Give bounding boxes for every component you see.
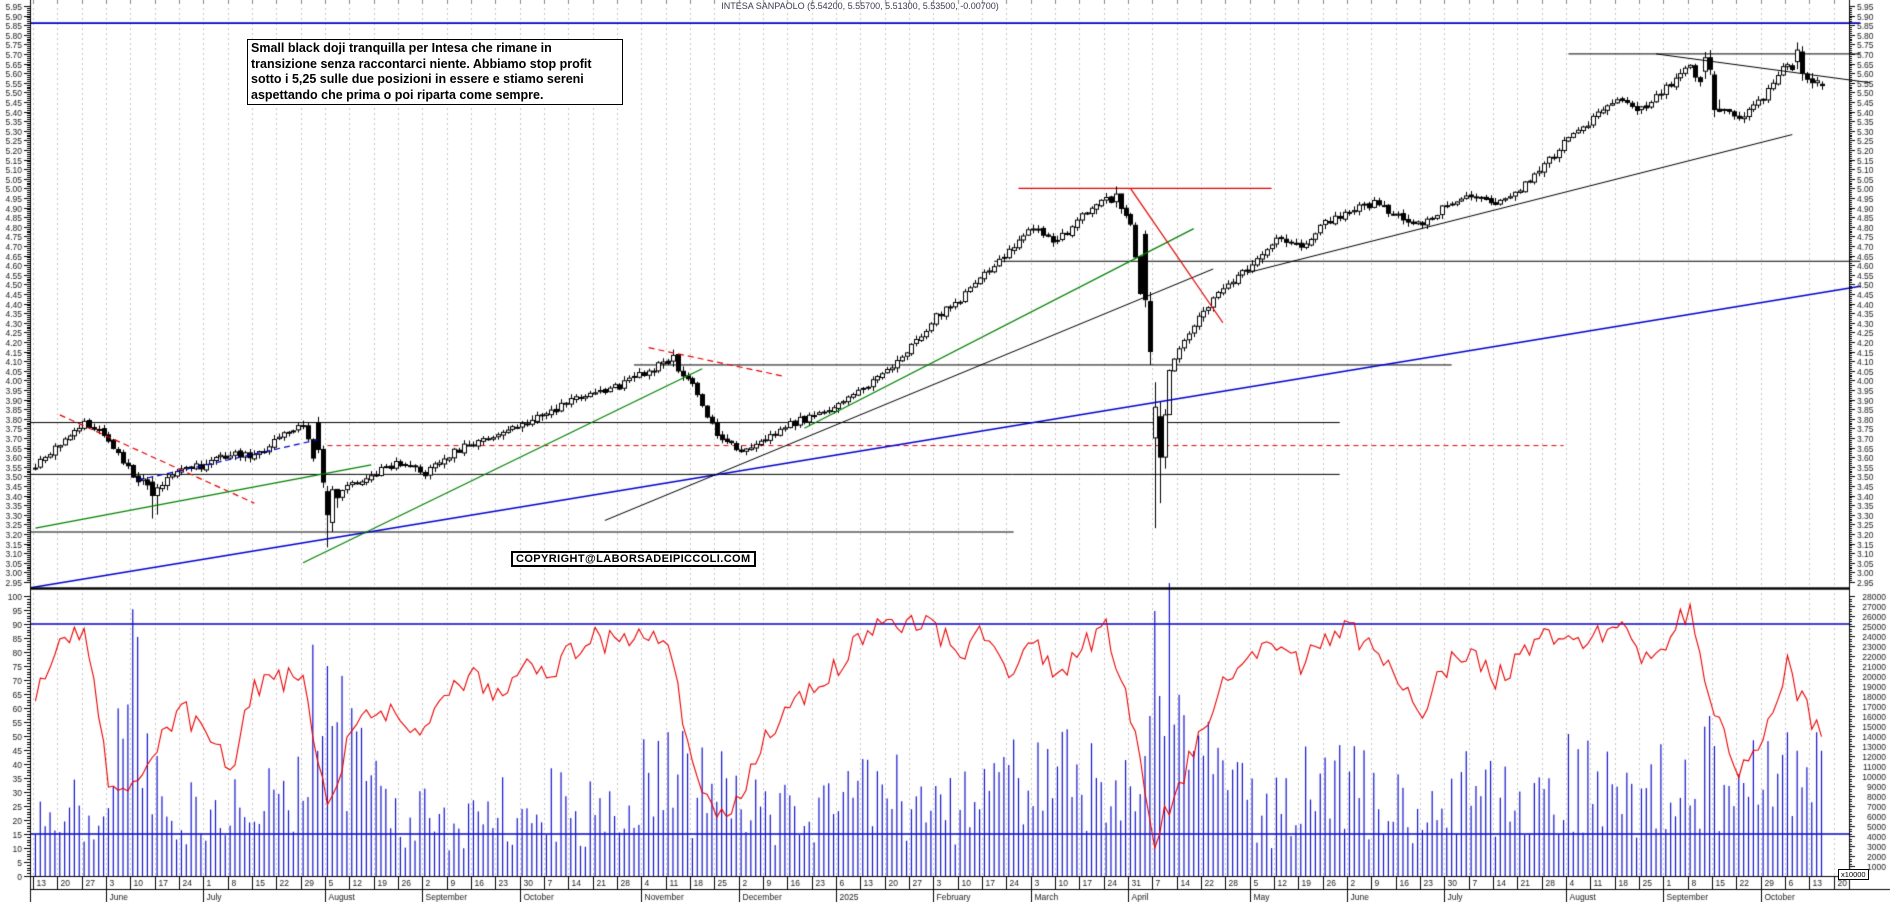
annotation-box[interactable]: Small black doji tranquilla per Intesa c… (247, 39, 623, 105)
annotation-line: aspettando che prima o poi riparta come … (251, 87, 544, 102)
copyright-box: COPYRIGHT@LABORSADEIPICCOLI.COM (511, 551, 756, 567)
volume-multiplier-label: x10000 (1838, 869, 1869, 880)
chart-title: INTESA SANPAOLO (5.54200, 5.55700, 5.513… (721, 1, 999, 11)
annotation-line: transizione senza raccontarci niente. Ab… (251, 56, 592, 71)
annotation-line: Small black doji tranquilla per Intesa c… (251, 41, 552, 55)
annotation-line: sotto i 5,25 sulle due posizioni in esse… (251, 72, 584, 86)
